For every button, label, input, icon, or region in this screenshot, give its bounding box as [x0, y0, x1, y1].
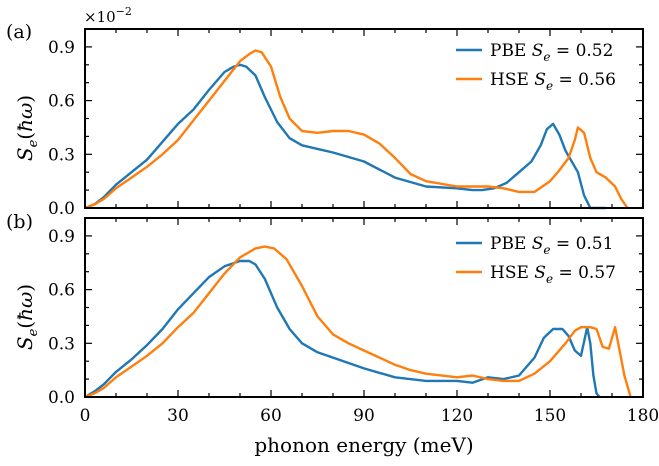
- panel-a-ylabel: Se(ħω): [13, 95, 41, 161]
- panel-a-ytick-label-1: 0.3: [48, 145, 75, 165]
- panel-b-ytick-label-1: 0.3: [48, 334, 75, 354]
- panel-b-legend-label-hse: HSE Se = 0.57: [490, 263, 616, 286]
- panel-a-legend-label-hse: HSE Se = 0.56: [490, 70, 616, 93]
- panel-b-ytick-label-0: 0.0: [48, 388, 75, 408]
- panel-b-label: (b): [6, 211, 33, 233]
- panel-b-xtick-label-0: 0: [80, 406, 91, 426]
- panel-b-xtick-label-120: 120: [441, 406, 473, 426]
- panel-b-series-pbe-line: [84, 259, 601, 399]
- panel-b-ylabel: Se(ħω): [13, 284, 41, 350]
- panel-a-frame: [84, 28, 644, 209]
- x-axis-title: phonon energy (meV): [254, 433, 473, 457]
- panel-b-legend: PBE Se = 0.51 HSE Se = 0.57: [456, 234, 616, 286]
- panel-a-series: [84, 49, 629, 210]
- panel-b-series: [84, 245, 632, 399]
- panel-b-xtick-label-60: 60: [260, 406, 282, 426]
- panel-b-xtick-label-180: 180: [627, 406, 659, 426]
- svg-text:×10−2: ×10−2: [84, 5, 132, 26]
- panel-b-xtick-label-30: 30: [167, 406, 189, 426]
- panel-b-ytick-label-2: 0.6: [48, 281, 75, 301]
- panel-a-ytick-label-3: 0.9: [48, 38, 75, 58]
- panel-a-legend-label-pbe: PBE Se = 0.52: [490, 41, 613, 64]
- panel-a-legend: PBE Se = 0.52 HSE Se = 0.56: [456, 41, 616, 93]
- panel-a-series-pbe-line: [84, 63, 606, 210]
- panel-b-frame: [84, 217, 644, 398]
- panel-a: 0.0 0.3 0.6 0.9 (a) Se(ħω) ×10−2 PBE Se = 0…: [6, 5, 644, 219]
- panel-b-xtick-label-150: 150: [534, 406, 566, 426]
- scale-factor-base: ×10: [84, 8, 116, 26]
- panel-a-series-hse-line: [84, 49, 629, 210]
- panel-a-ytick-label-2: 0.6: [48, 92, 75, 112]
- panel-b-xtick-label-90: 90: [353, 406, 375, 426]
- scale-factor: ×10−2: [84, 5, 132, 26]
- panel-b-series-hse-line: [84, 245, 632, 399]
- panel-a-label: (a): [6, 21, 32, 43]
- panel-a-ytick-label-0: 0.0: [48, 199, 75, 219]
- panel-b-ytick-label-3: 0.9: [48, 227, 75, 247]
- panel-b-legend-label-pbe: PBE Se = 0.51: [490, 234, 613, 257]
- scale-factor-exponent: −2: [116, 5, 132, 18]
